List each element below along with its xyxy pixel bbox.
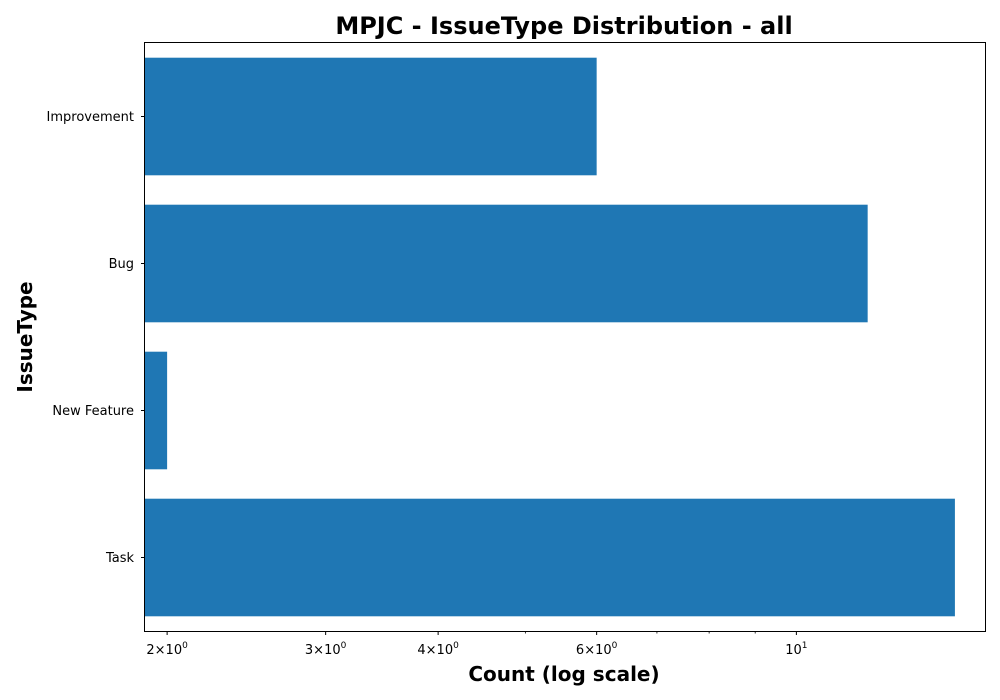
y-axis: Improvement Bug New Feature Task: [47, 110, 145, 566]
x-tick-label: 4×100: [417, 641, 459, 658]
chart-title: MPJC - IssueType Distribution - all: [335, 12, 792, 40]
y-axis-title: IssueType: [13, 281, 37, 392]
y-tick-label: Improvement: [47, 110, 134, 125]
x-tick-label: 3×100: [305, 641, 347, 658]
y-tick-label: New Feature: [52, 404, 134, 419]
x-axis: 2×100 3×100 4×100 6×100 101: [146, 631, 808, 658]
x-tick-label: 6×100: [576, 641, 618, 658]
bar: [145, 498, 955, 617]
plot-frame: [144, 42, 986, 632]
x-tick-label: 2×100: [146, 641, 188, 658]
bars-group: [145, 57, 955, 617]
bar: [145, 351, 168, 470]
bar: [145, 204, 868, 323]
x-tick-label: 101: [785, 641, 807, 658]
x-axis-title: Count (log scale): [468, 662, 659, 686]
y-tick-label: Bug: [109, 257, 134, 272]
y-tick-label: Task: [105, 551, 135, 566]
bar: [145, 57, 597, 176]
